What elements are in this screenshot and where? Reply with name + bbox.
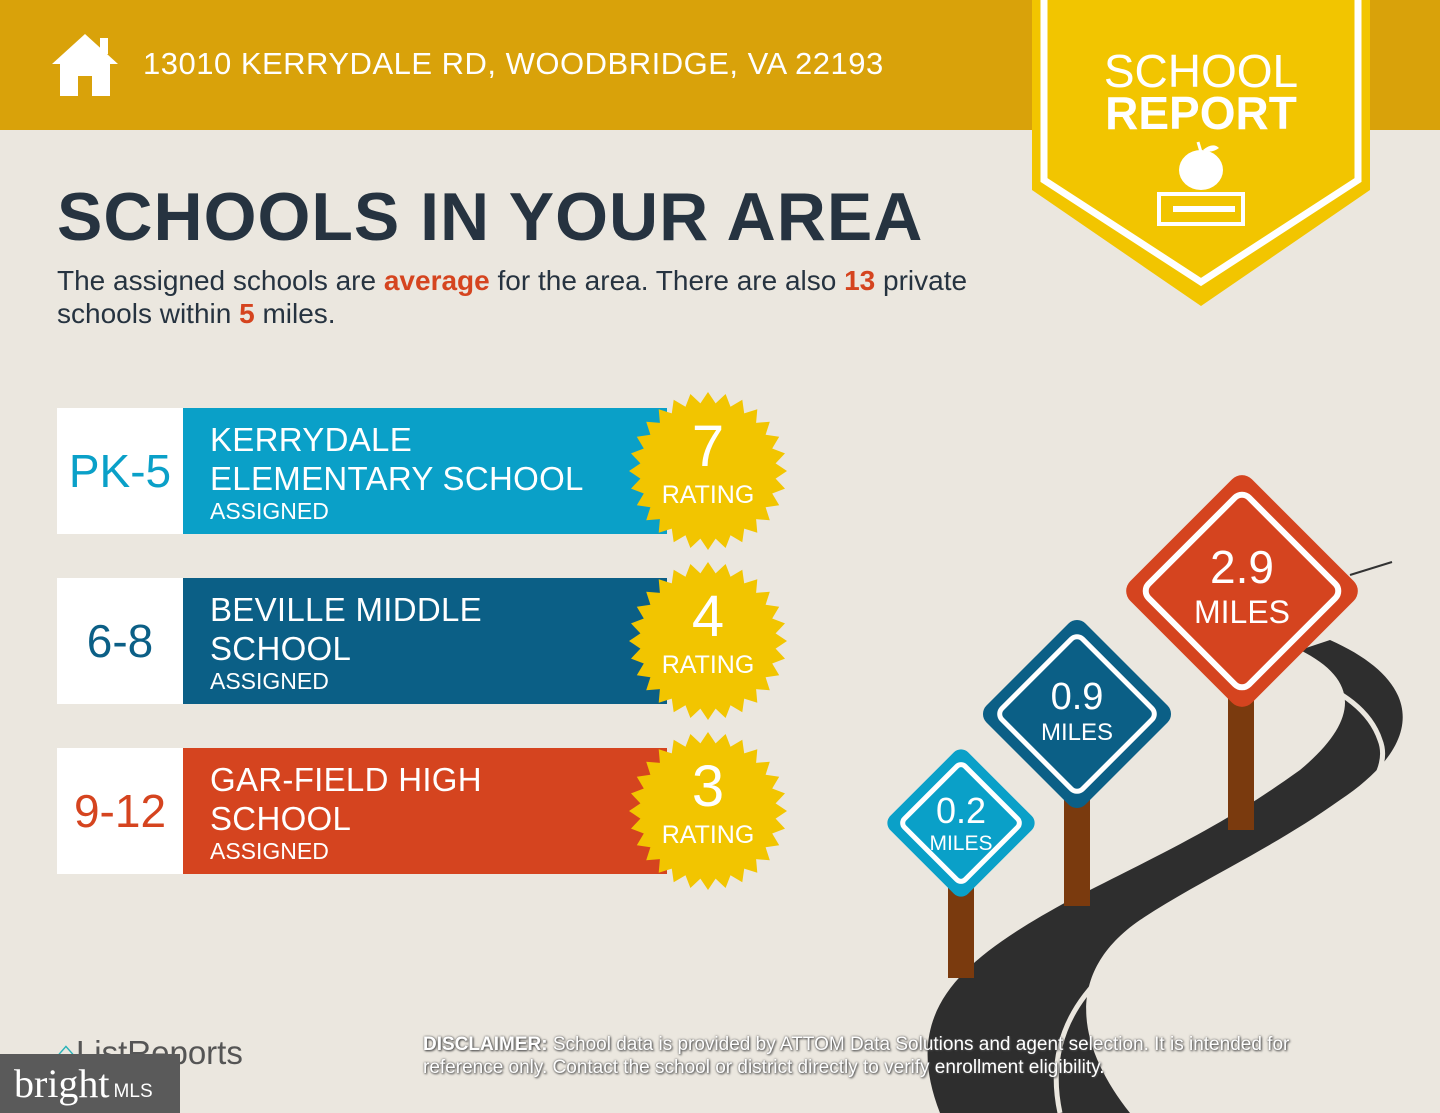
school-band: GAR-FIELD HIGH SCHOOL ASSIGNED [183, 748, 667, 874]
rating-seal: 4 RATING [628, 561, 788, 721]
assignment-status: ASSIGNED [210, 498, 329, 524]
quality-highlight: average [383, 265, 490, 296]
rating-seal: 7 RATING [628, 391, 788, 551]
starburst-shape [629, 562, 787, 720]
school-row-elementary: PK-5 KERRYDALE ELEMENTARY SCHOOL ASSIGNE… [57, 408, 667, 534]
assignment-status: ASSIGNED [210, 838, 329, 864]
summary-text: The assigned schools are average for the… [57, 265, 968, 329]
grade-range: 6-8 [57, 578, 183, 704]
badge-title-line1: SCHOOL [1103, 45, 1299, 97]
sign-2.9-miles [1126, 475, 1358, 707]
private-count: 13 [844, 265, 876, 296]
school-name: GAR-FIELD HIGH [210, 761, 482, 798]
road-center-line [1053, 677, 1385, 1113]
rating-value: 3 [691, 754, 725, 819]
page-title: SCHOOLS IN YOUR AREA [57, 179, 924, 255]
starburst-shape [629, 392, 787, 550]
school-name: KERRYDALE [210, 421, 413, 458]
school-name-line2: SCHOOL [210, 800, 352, 837]
rating-label: RATING [661, 651, 755, 679]
sign-0.2-miles [887, 749, 1035, 897]
school-row-high: 9-12 GAR-FIELD HIGH SCHOOL ASSIGNED [57, 748, 667, 874]
disclaimer: DISCLAIMER: School data is provided by A… [423, 1034, 1290, 1078]
assignment-status: ASSIGNED [210, 668, 329, 694]
distance-elementary: 0.2 MILES [929, 790, 993, 855]
rating-value: 7 [691, 414, 725, 479]
rating-value: 4 [691, 584, 725, 649]
distance-high: 2.9 MILES [1193, 541, 1291, 630]
radius-miles: 5 [239, 298, 255, 329]
starburst-shape [629, 732, 787, 890]
school-band: BEVILLE MIDDLE SCHOOL ASSIGNED [183, 578, 667, 704]
school-name-line2: SCHOOL [210, 630, 352, 667]
home-icon [52, 34, 118, 96]
grade-range: PK-5 [57, 408, 183, 534]
school-row-middle: 6-8 BEVILLE MIDDLE SCHOOL ASSIGNED [57, 578, 667, 704]
property-address: 13010 KERRYDALE RD, WOODBRIDGE, VA 22193 [143, 46, 884, 81]
rating-label: RATING [661, 481, 755, 509]
grade-range: 9-12 [57, 748, 183, 874]
school-name: BEVILLE MIDDLE [210, 591, 482, 628]
distance-middle: 0.9 MILES [1040, 676, 1114, 746]
badge-title-line2: REPORT [1105, 87, 1297, 139]
apple-on-book-icon [1157, 141, 1245, 226]
rating-seal: 3 RATING [628, 731, 788, 891]
school-name-line2: ELEMENTARY SCHOOL [210, 460, 584, 497]
bright-mls-logo: bright MLS [0, 1054, 180, 1113]
rating-label: RATING [661, 821, 755, 849]
road [927, 640, 1403, 1113]
school-band: KERRYDALE ELEMENTARY SCHOOL ASSIGNED [183, 408, 667, 534]
sign-0.9-miles [982, 619, 1172, 809]
